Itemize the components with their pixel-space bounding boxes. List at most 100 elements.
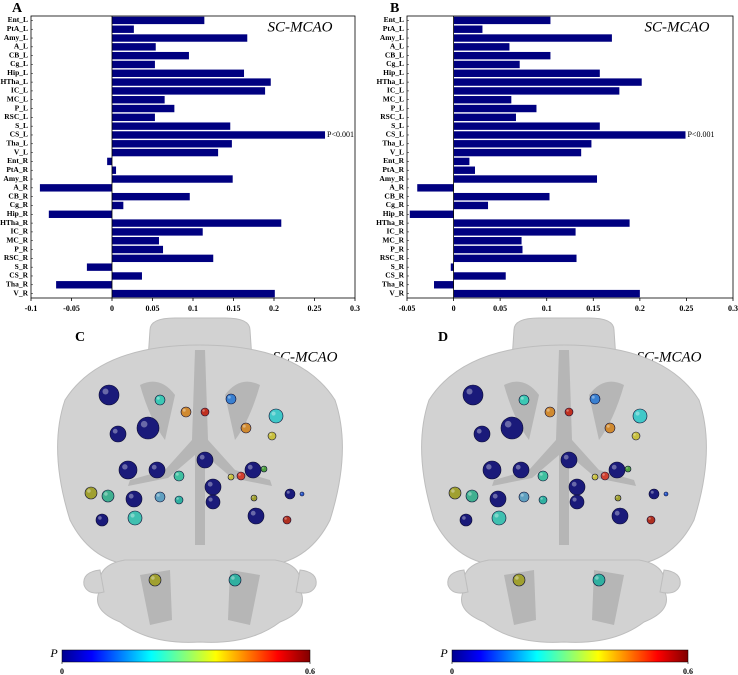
bar (112, 245, 164, 254)
sphere-highlight (140, 420, 148, 428)
category-label: RSC_R (380, 253, 405, 262)
sphere-highlight (112, 428, 118, 434)
sphere-highlight (486, 464, 492, 470)
category-label: Tha_R (382, 280, 405, 289)
sphere-highlight (271, 411, 276, 416)
node-sphere (648, 488, 660, 500)
node-sphere (646, 515, 656, 525)
bar (453, 272, 506, 280)
sphere-highlight (571, 481, 577, 487)
bar (48, 210, 112, 218)
node-sphere (465, 489, 479, 503)
x-tick-label: 0.2 (635, 304, 645, 313)
category-label: Cg_L (10, 59, 28, 68)
category-label: IC_R (10, 227, 28, 236)
category-label: A_R (389, 183, 404, 192)
node-sphere (592, 573, 606, 587)
sphere-highlight (262, 467, 264, 469)
node-sphere (196, 451, 214, 469)
node-sphere (624, 465, 632, 473)
category-label: P_L (15, 103, 28, 112)
bar (453, 201, 489, 210)
category-label: V_R (389, 288, 404, 297)
category-label: S_R (391, 262, 405, 271)
flocculus-left (83, 569, 105, 594)
node-sphere (589, 393, 601, 405)
node-sphere (614, 494, 622, 502)
node-sphere (568, 478, 586, 496)
bar (453, 104, 537, 113)
x-tick-label: 0.3 (728, 304, 738, 313)
sphere-highlight (572, 497, 577, 502)
colorbar (451, 649, 689, 663)
category-label: P_R (14, 244, 28, 253)
category-label: Ent_R (383, 156, 404, 165)
category-label: P_L (391, 103, 404, 112)
x-tick-label: -0.05 (399, 304, 416, 313)
node-sphere (125, 490, 143, 508)
node-sphere (148, 573, 162, 587)
category-label: CS_R (385, 271, 404, 280)
node-sphere (154, 491, 166, 503)
category-label: Cg_R (386, 200, 405, 209)
cerebellum (97, 559, 303, 643)
colorbar-tick-label: 0 (450, 667, 454, 675)
bar (453, 122, 600, 130)
sphere-highlight (231, 576, 235, 580)
sphere-highlight (229, 475, 231, 477)
bar (453, 175, 598, 183)
sphere-highlight (175, 472, 179, 476)
node-sphere (154, 394, 166, 406)
node-sphere (564, 407, 574, 417)
bar (112, 237, 159, 245)
category-label: CS_L (10, 130, 28, 139)
category-label: Ent_R (7, 156, 28, 165)
bar (112, 254, 214, 263)
category-label: MC_R (6, 235, 28, 244)
sphere-highlight (494, 513, 499, 518)
sphere-highlight (633, 433, 636, 436)
x-tick-label: 0.1 (542, 304, 552, 313)
bar (112, 131, 326, 139)
bar (453, 96, 512, 104)
bar (453, 131, 686, 139)
bar (112, 34, 248, 42)
bar (453, 237, 522, 245)
node-sphere (180, 406, 192, 418)
sphere-highlight (626, 467, 628, 469)
node-sphere (228, 573, 242, 587)
node-sphere (462, 384, 484, 406)
node-sphere (512, 461, 530, 479)
node-sphere (491, 510, 507, 526)
category-label: V_L (390, 147, 404, 156)
category-label: RSC_L (380, 112, 404, 121)
sphere-highlight (199, 454, 205, 460)
bar (112, 69, 245, 77)
sphere-highlight (202, 409, 205, 412)
node-sphere (148, 461, 166, 479)
category-label: S_L (391, 121, 404, 130)
sphere-highlight (300, 492, 302, 494)
category-label: A_R (13, 183, 28, 192)
category-label: Ent_L (384, 15, 404, 24)
annotation: SC-MCAO (645, 19, 710, 35)
category-label: V_R (13, 288, 28, 297)
x-tick-label: 0.15 (586, 304, 600, 313)
bar (417, 184, 454, 192)
category-label: IC_L (387, 86, 404, 95)
node-sphere (268, 408, 284, 424)
node-sphere (204, 478, 222, 496)
category-label: S_R (15, 262, 29, 271)
bar (453, 87, 620, 95)
node-sphere (604, 422, 616, 434)
category-label: Hip_R (383, 209, 405, 218)
node-sphere (569, 494, 585, 510)
bar (112, 51, 189, 60)
category-label: Tha_R (6, 280, 29, 289)
category-label: HTha_L (0, 77, 28, 86)
category-label: CS_R (9, 271, 28, 280)
sphere-highlight (468, 492, 472, 496)
sphere-highlight (252, 496, 254, 498)
bar (112, 25, 134, 33)
sphere-highlight (151, 576, 155, 580)
